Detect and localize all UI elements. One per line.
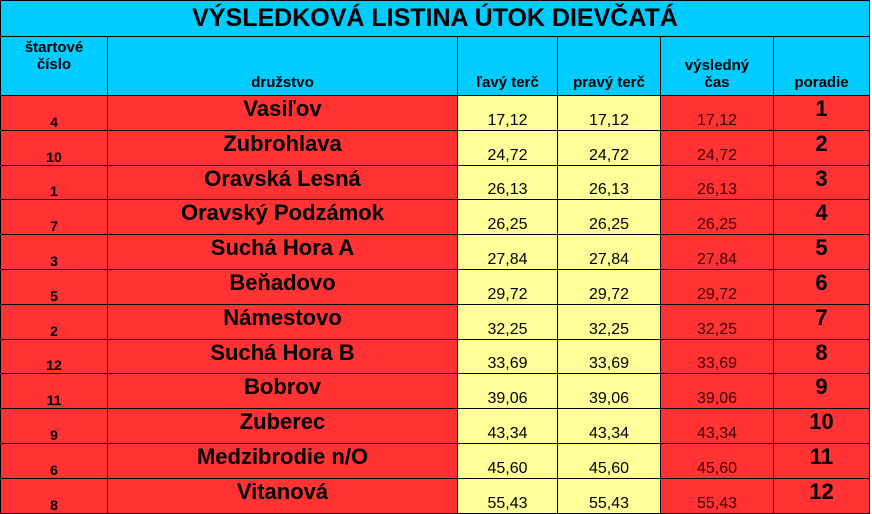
column-header: poradie: [772, 36, 871, 96]
table-cell: 26,25: [557, 199, 661, 236]
table-row: 12 Suchá Hora B 33,69 33,69 33,69 8: [0, 338, 871, 375]
table-cell: 12: [772, 477, 871, 514]
table-cell: 39,06: [660, 373, 774, 410]
table-row: 3 Suchá Hora A 27,84 27,84 27,84 5: [0, 234, 871, 270]
table-cell: 26,25: [457, 199, 558, 236]
table-cell: Zubrohlava: [107, 129, 458, 166]
table-cell: 7: [0, 199, 108, 236]
table-row: 7 Oravský Podzámok 26,25 26,25 26,25 4: [0, 199, 871, 236]
table-cell: 26,13: [557, 164, 661, 201]
table-cell: 3: [0, 234, 108, 270]
table-cell: 43,34: [557, 408, 661, 444]
table-row: 9 Zuberec 43,34 43,34 43,34 10: [0, 408, 871, 444]
table-cell: 2: [0, 303, 108, 340]
table-cell: 33,69: [557, 338, 661, 375]
table-cell: Oravská Lesná: [107, 164, 458, 201]
table-cell: 45,60: [660, 442, 774, 479]
table-cell: 2: [772, 129, 871, 166]
table-cell: 33,69: [660, 338, 774, 375]
table-cell: 6: [772, 268, 871, 305]
table-cell: Vasiľov: [107, 95, 458, 131]
table-cell: 26,13: [660, 164, 774, 201]
table-row: 4 Vasiľov 17,12 17,12 17,12 1: [0, 95, 871, 131]
table-cell: 10: [0, 129, 108, 166]
table-cell: 4: [0, 95, 108, 131]
table-cell: 26,25: [660, 199, 774, 236]
table-cell: 43,34: [660, 408, 774, 444]
table-cell: 8: [0, 477, 108, 514]
table-cell: 10: [772, 408, 871, 444]
table-cell: 39,06: [557, 373, 661, 410]
table-row: 8 Vitanová 55,43 55,43 55,43 12: [0, 477, 871, 514]
table-row: 1 Oravská Lesná 26,13 26,13 26,13 3: [0, 164, 871, 201]
table-cell: 33,69: [457, 338, 558, 375]
table-cell: 11: [0, 373, 108, 410]
table-cell: 32,25: [660, 303, 774, 340]
header-row: štartové číslo družstvo ľavý terč pravý ter…: [0, 36, 871, 96]
column-header: pravý terč: [557, 36, 661, 96]
table-cell: 24,72: [660, 129, 774, 166]
table-cell: 17,12: [660, 95, 774, 131]
column-header: ľavý terč: [457, 36, 558, 96]
table-cell: Oravský Podzámok: [107, 199, 458, 236]
table-row: 6 Medzibrodie n/O 45,60 45,60 45,60 11: [0, 442, 871, 479]
table-cell: 24,72: [457, 129, 558, 166]
table-cell: 8: [772, 338, 871, 375]
table-cell: 29,72: [557, 268, 661, 305]
table-cell: 12: [0, 338, 108, 375]
table-cell: 5: [0, 268, 108, 305]
table-cell: 24,72: [557, 129, 661, 166]
table-cell: 9: [0, 408, 108, 444]
table-cell: 32,25: [557, 303, 661, 340]
table-row: 10 Zubrohlava 24,72 24,72 24,72 2: [0, 129, 871, 166]
column-header: štartové číslo: [0, 36, 108, 96]
table-cell: 11: [772, 442, 871, 479]
table-row: 11 Bobrov 39,06 39,06 39,06 9: [0, 373, 871, 410]
table-cell: Bobrov: [107, 373, 458, 410]
table-cell: 27,84: [660, 234, 774, 270]
table-cell: 55,43: [660, 477, 774, 514]
table-cell: 27,84: [557, 234, 661, 270]
table-cell: 5: [772, 234, 871, 270]
table-cell: 45,60: [557, 442, 661, 479]
table-cell: Suchá Hora B: [107, 338, 458, 375]
table-cell: 45,60: [457, 442, 558, 479]
table-cell: 55,43: [457, 477, 558, 514]
table-cell: 55,43: [557, 477, 661, 514]
table-body: 4 Vasiľov 17,12 17,12 17,12 1 10 Zubrohlava 24,7…: [0, 95, 871, 514]
table-cell: 9: [772, 373, 871, 410]
table-row: 5 Beňadovo 29,72 29,72 29,72 6: [0, 268, 871, 305]
table-cell: 17,12: [457, 95, 558, 131]
title: VÝSLEDKOVÁ LISTINA ÚTOK DIEVČATÁ: [0, 0, 871, 37]
table-cell: 3: [772, 164, 871, 201]
table-cell: 1: [772, 95, 871, 131]
table-cell: 6: [0, 442, 108, 479]
table-cell: 1: [0, 164, 108, 201]
table-cell: 29,72: [457, 268, 558, 305]
table-cell: Zuberec: [107, 408, 458, 444]
table-cell: Medzibrodie n/O: [107, 442, 458, 479]
table-cell: 17,12: [557, 95, 661, 131]
table-cell: 26,13: [457, 164, 558, 201]
table-cell: 4: [772, 199, 871, 236]
table-cell: 43,34: [457, 408, 558, 444]
table-cell: Suchá Hora A: [107, 234, 458, 270]
column-header: družstvo: [107, 36, 458, 96]
table-cell: Námestovo: [107, 303, 458, 340]
table-cell: 7: [772, 303, 871, 340]
table-cell: 29,72: [660, 268, 774, 305]
column-header: výsledný čas: [660, 36, 774, 96]
table-cell: Beňadovo: [107, 268, 458, 305]
table-cell: 27,84: [457, 234, 558, 270]
table-cell: 32,25: [457, 303, 558, 340]
table-cell: 39,06: [457, 373, 558, 410]
table-row: 2 Námestovo 32,25 32,25 32,25 7: [0, 303, 871, 340]
table-cell: Vitanová: [107, 477, 458, 514]
